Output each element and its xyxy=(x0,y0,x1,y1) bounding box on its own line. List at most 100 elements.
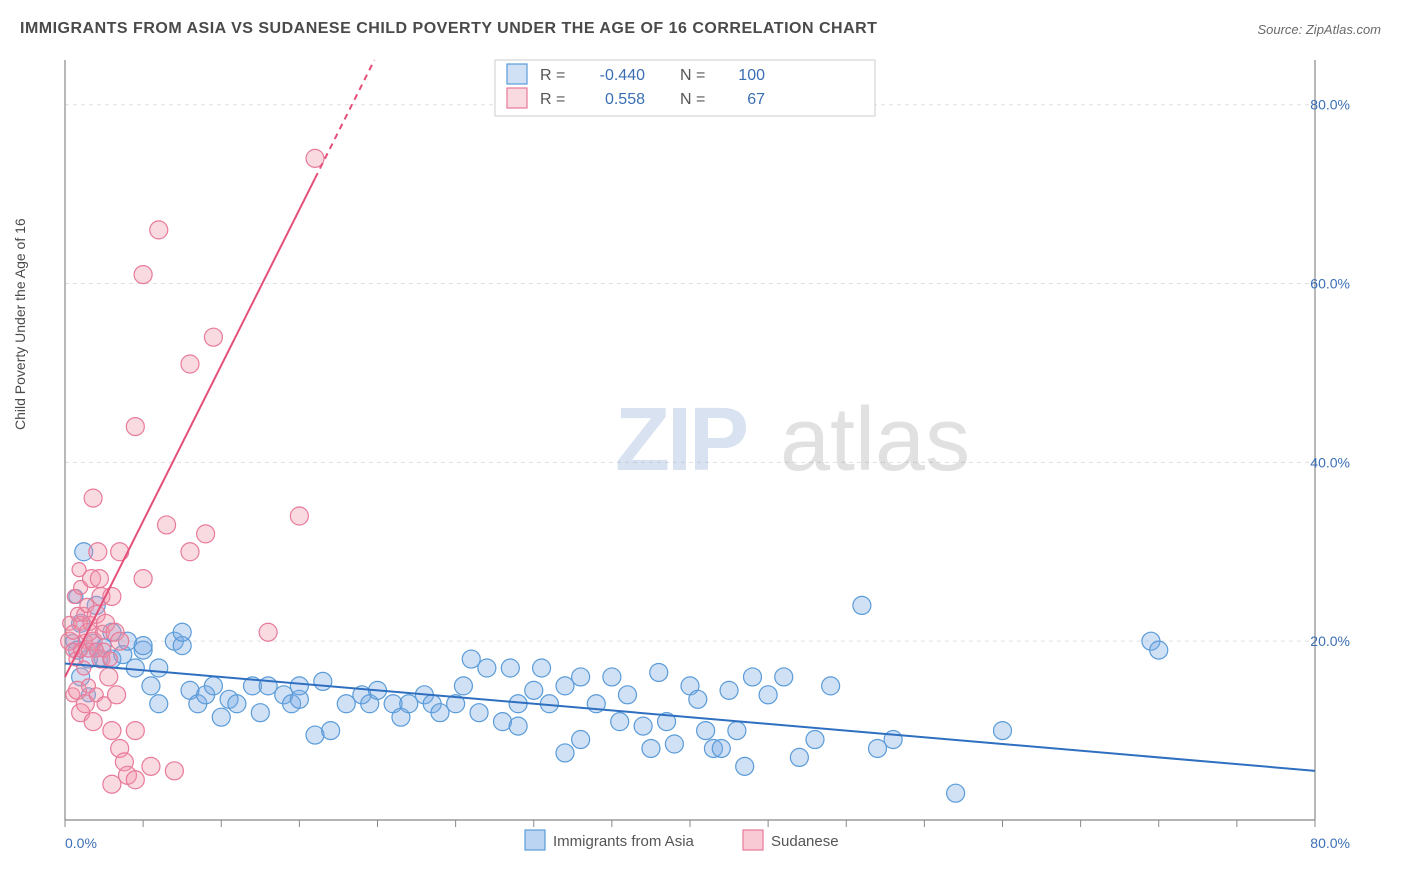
data-point xyxy=(90,570,108,588)
data-point xyxy=(822,677,840,695)
data-point xyxy=(84,489,102,507)
data-point xyxy=(572,731,590,749)
data-point xyxy=(108,686,126,704)
data-point xyxy=(712,739,730,757)
data-point xyxy=(103,652,117,666)
data-point xyxy=(470,704,488,722)
data-point xyxy=(806,731,824,749)
scatter-chart: 20.0% 40.0% 60.0% 80.0% 0.0% 80.0% ZIP atlas R =… xyxy=(55,50,1355,890)
data-point xyxy=(744,668,762,686)
data-point xyxy=(525,681,543,699)
data-point xyxy=(869,739,887,757)
data-point xyxy=(790,748,808,766)
data-point xyxy=(150,695,168,713)
data-point xyxy=(853,596,871,614)
data-point xyxy=(697,722,715,740)
data-point xyxy=(501,659,519,677)
data-point xyxy=(158,516,176,534)
data-point xyxy=(1150,641,1168,659)
data-point xyxy=(173,623,191,641)
watermark: ZIP atlas xyxy=(615,390,970,490)
svg-text:ZIP: ZIP xyxy=(615,390,746,490)
data-point xyxy=(290,507,308,525)
data-point xyxy=(251,704,269,722)
data-point xyxy=(572,668,590,686)
data-point xyxy=(634,717,652,735)
svg-text:20.0%: 20.0% xyxy=(1310,633,1350,649)
data-point xyxy=(181,355,199,373)
legend-label: Sudanese xyxy=(771,833,839,850)
data-point xyxy=(665,735,683,753)
data-point xyxy=(126,771,144,789)
data-point xyxy=(103,775,121,793)
data-point xyxy=(204,328,222,346)
svg-text:R =: R = xyxy=(540,67,565,84)
data-point xyxy=(111,543,129,561)
data-point xyxy=(84,713,102,731)
y-axis-label: Child Poverty Under the Age of 16 xyxy=(12,218,28,430)
data-point xyxy=(736,757,754,775)
data-point xyxy=(689,690,707,708)
legend-swatch xyxy=(525,830,545,850)
data-point xyxy=(431,704,449,722)
data-point xyxy=(212,708,230,726)
svg-text:100: 100 xyxy=(738,67,765,84)
svg-text:R =: R = xyxy=(540,91,565,108)
data-point xyxy=(533,659,551,677)
data-point xyxy=(314,672,332,690)
svg-text:40.0%: 40.0% xyxy=(1310,454,1350,470)
data-point xyxy=(197,525,215,543)
data-point xyxy=(142,677,160,695)
data-point xyxy=(126,722,144,740)
svg-text:0.558: 0.558 xyxy=(605,91,645,108)
data-point xyxy=(134,266,152,284)
data-point xyxy=(509,717,527,735)
data-point xyxy=(259,623,277,641)
legend-swatch xyxy=(743,830,763,850)
data-point xyxy=(165,762,183,780)
data-point xyxy=(619,686,637,704)
data-point xyxy=(103,722,121,740)
data-point xyxy=(290,677,308,695)
data-point xyxy=(150,221,168,239)
data-point xyxy=(775,668,793,686)
data-point xyxy=(134,570,152,588)
svg-text:67: 67 xyxy=(747,91,765,108)
data-point xyxy=(642,739,660,757)
data-point xyxy=(462,650,480,668)
plot-area: 20.0%40.0%60.0%80.0%0.0%80.0%ZIPatlasR =… xyxy=(55,50,1355,830)
data-point xyxy=(134,637,152,655)
svg-text:80.0%: 80.0% xyxy=(1310,835,1350,851)
data-point xyxy=(556,677,574,695)
data-point xyxy=(322,722,340,740)
svg-text:-0.440: -0.440 xyxy=(600,67,645,84)
data-point xyxy=(478,659,496,677)
data-point xyxy=(126,418,144,436)
data-point xyxy=(77,661,91,675)
svg-text:80.0%: 80.0% xyxy=(1310,97,1350,113)
data-point xyxy=(947,784,965,802)
data-point xyxy=(720,681,738,699)
data-point xyxy=(150,659,168,677)
data-point xyxy=(759,686,777,704)
data-point xyxy=(126,659,144,677)
svg-text:60.0%: 60.0% xyxy=(1310,276,1350,292)
data-point xyxy=(994,722,1012,740)
data-point xyxy=(337,695,355,713)
data-point xyxy=(142,757,160,775)
data-point xyxy=(181,543,199,561)
data-point xyxy=(228,695,246,713)
data-point xyxy=(603,668,621,686)
data-point xyxy=(728,722,746,740)
chart-title: IMMIGRANTS FROM ASIA VS SUDANESE CHILD P… xyxy=(20,20,877,38)
data-point xyxy=(100,668,118,686)
svg-text:atlas: atlas xyxy=(780,390,970,490)
legend-label: Immigrants from Asia xyxy=(553,833,695,850)
data-point xyxy=(400,695,418,713)
svg-text:N =: N = xyxy=(680,67,705,84)
data-point xyxy=(89,543,107,561)
data-point xyxy=(454,677,472,695)
svg-text:0.0%: 0.0% xyxy=(65,835,97,851)
data-point xyxy=(204,677,222,695)
data-point xyxy=(650,663,668,681)
